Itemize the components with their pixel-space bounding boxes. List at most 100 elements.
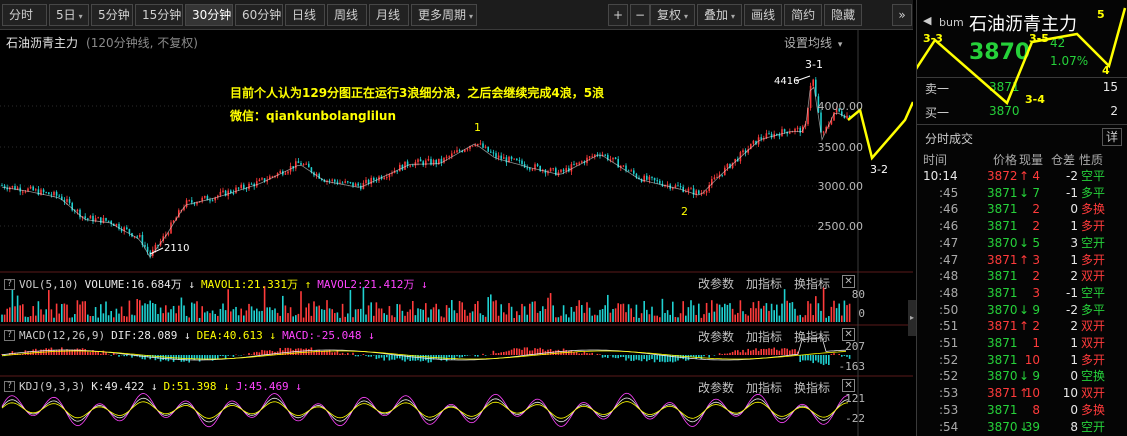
trade-nature: 空平 — [1081, 285, 1106, 300]
trade-row: :46 3871 2 0 多换 — [917, 201, 1127, 217]
bid-volume: 2 — [1110, 104, 1118, 118]
trade-time: :47 — [939, 252, 959, 267]
period-button[interactable]: 周线 — [327, 3, 367, 26]
trade-time: :47 — [939, 235, 959, 250]
vol-panel-header: ? VOL(5,10) VOLUME:16.684万 ↓ MAVOL1:21.3… — [4, 276, 434, 292]
change-params-button[interactable]: 改参数 — [698, 381, 735, 395]
mavol2-value: MAVOL2:21.412万 ↓ — [317, 278, 428, 291]
period-button[interactable]: 日线 — [285, 3, 325, 26]
trade-direction-icon: ↓ — [1019, 185, 1030, 200]
detail-button[interactable]: 详 — [1102, 128, 1122, 146]
trade-price: 3871 — [987, 185, 1018, 200]
chevron-right-icon[interactable]: ▸ — [908, 300, 916, 336]
trade-volume: 2 — [1032, 202, 1040, 217]
trade-oi-change: 8 — [1070, 419, 1078, 434]
period-button-label: 月线 — [376, 7, 401, 22]
close-icon[interactable]: ✕ — [842, 275, 856, 288]
vol-title: VOL(5,10) — [19, 277, 79, 291]
tool-button-label: 隐藏 — [831, 8, 856, 22]
period-button[interactable]: 60分钟 — [235, 3, 283, 26]
trade-oi-change: 1 — [1070, 252, 1078, 267]
trade-direction-icon: ↓ — [1019, 302, 1030, 317]
trade-direction-icon: ↑ — [1019, 252, 1030, 267]
period-button[interactable]: 5分钟 — [91, 3, 133, 26]
period-button-label: 60分钟 — [242, 7, 282, 22]
trade-nature: 空开 — [1081, 419, 1106, 434]
trade-nature: 多开 — [1081, 219, 1106, 234]
close-icon[interactable]: ✕ — [842, 328, 856, 341]
col-time: 时间 — [923, 153, 948, 167]
chevron-down-icon: ▾ — [78, 11, 83, 21]
trade-row: :47 3870 ↓ 5 3 空开 — [917, 235, 1127, 251]
trade-row: :48 3871 2 2 双开 — [917, 268, 1127, 284]
swap-indicator-button[interactable]: 换指标 — [794, 330, 831, 344]
trade-direction-icon: ↓ — [1019, 235, 1030, 250]
kdj-axis-label: -22 — [845, 412, 865, 425]
period-button[interactable]: 5日 ▾ — [49, 3, 89, 26]
col-nature: 性质 — [1079, 153, 1104, 167]
add-indicator-button[interactable]: 加指标 — [746, 330, 783, 344]
collapse-toolbar-button[interactable]: » — [892, 4, 912, 26]
trade-oi-change: 0 — [1070, 402, 1078, 417]
change-params-button[interactable]: 改参数 — [698, 330, 735, 344]
period-button-label: 5分钟 — [98, 7, 130, 22]
zoom-in-button[interactable]: + — [608, 4, 628, 26]
trade-nature: 双开 — [1081, 336, 1106, 350]
help-icon[interactable]: ? — [4, 330, 15, 341]
back-arrow-icon[interactable]: ◀ — [923, 14, 932, 27]
trade-oi-change: -1 — [1066, 285, 1078, 300]
period-button[interactable]: 更多周期 ▾ — [411, 3, 477, 26]
period-button-label: 15分钟 — [142, 7, 182, 22]
trade-volume: 5 — [1032, 235, 1040, 250]
tool-button[interactable]: 简约 — [784, 4, 823, 26]
period-button[interactable]: 分时 — [2, 3, 47, 26]
add-indicator-button[interactable]: 加指标 — [746, 381, 783, 395]
close-icon[interactable]: ✕ — [842, 379, 856, 392]
trade-nature: 空平 — [1081, 169, 1106, 183]
trade-time: :52 — [939, 352, 959, 367]
settings-ma-button[interactable]: 设置均线 ▾ — [784, 34, 842, 51]
change-params-button[interactable]: 改参数 — [698, 277, 735, 291]
trade-volume: 9 — [1032, 302, 1040, 317]
zoom-out-button[interactable]: − — [630, 4, 650, 26]
kdj-panel-header: ? KDJ(9,3,3) K:49.422 ↓ D:51.398 ↓ J:45.… — [4, 380, 308, 393]
tool-button[interactable]: 叠加 ▾ — [697, 4, 743, 26]
trade-price: 3871 — [987, 202, 1018, 217]
trade-time: :48 — [939, 269, 959, 284]
period-button[interactable]: 30分钟 — [185, 3, 233, 26]
trade-price: 3871 — [987, 336, 1018, 350]
trade-volume: 2 — [1032, 319, 1040, 334]
wave-label-3-2: 3-2 — [870, 163, 888, 176]
trade-price: 3870 — [987, 302, 1018, 317]
trades-columns: 时间 价格 现量 仓差 性质 — [917, 152, 1127, 168]
tool-button[interactable]: 复权 ▾ — [650, 4, 696, 26]
period-button[interactable]: 月线 — [369, 3, 409, 26]
tool-button[interactable]: 隐藏 — [824, 4, 863, 26]
swap-indicator-button[interactable]: 换指标 — [794, 381, 831, 395]
bid-label: 买一 — [925, 106, 950, 120]
trade-time: :45 — [939, 185, 959, 200]
trade-price: 3871 — [987, 319, 1018, 334]
period-button[interactable]: 15分钟 — [135, 3, 183, 26]
settings-ma-label: 设置均线 — [784, 36, 833, 50]
trade-volume: 39 — [1024, 419, 1040, 434]
swap-indicator-button[interactable]: 换指标 — [794, 277, 831, 291]
trade-volume: 2 — [1032, 219, 1040, 234]
chevron-down-icon: ▾ — [837, 40, 843, 50]
wave-projection-line — [847, 101, 913, 161]
help-icon[interactable]: ? — [4, 381, 15, 392]
col-volume: 现量 — [1019, 153, 1044, 167]
trade-row: :48 3871 3 -1 空平 — [917, 285, 1127, 301]
period-toolbar: 分时 5日 ▾ 5分钟 15分钟 30分钟 60分钟 日线 周线 月线 更多周期 ▾ + − 复权 ▾ 叠… — [0, 0, 913, 30]
tool-button[interactable]: 画线 — [744, 4, 783, 26]
last-price-row: 3870 42 1.07% — [917, 36, 1127, 68]
trade-volume: 4 — [1032, 169, 1040, 183]
help-icon[interactable]: ? — [4, 278, 15, 290]
chart-canvas[interactable]: 目前个人认为129分图正在运行3浪细分浪，之后会继续完成4浪，5浪 微信：qia… — [0, 30, 913, 436]
chevron-down-icon: ▾ — [731, 12, 736, 21]
macd-axis-label: -163 — [838, 360, 866, 373]
ask-row: 卖一 3871 15 — [917, 80, 1127, 98]
price-axis-label: 3000.00 — [817, 180, 864, 193]
period-button-label: 周线 — [334, 7, 359, 22]
add-indicator-button[interactable]: 加指标 — [746, 277, 783, 291]
